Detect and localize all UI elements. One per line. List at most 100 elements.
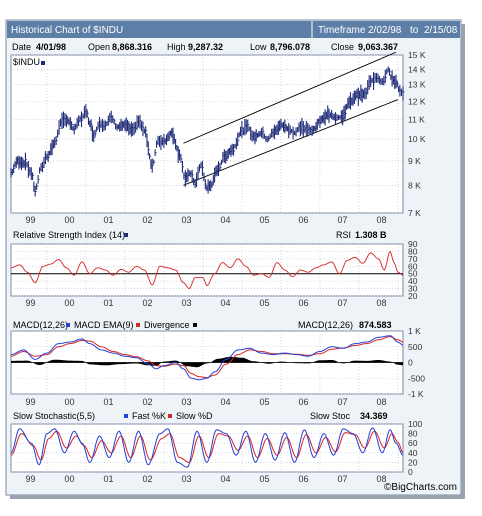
x-tick-label: 08 bbox=[377, 474, 387, 484]
y-tick-label: 100 bbox=[408, 419, 422, 429]
rsi-readout-label: RSI bbox=[336, 230, 351, 240]
x-tick-label: 99 bbox=[25, 298, 35, 308]
x-tick-label: 08 bbox=[377, 397, 387, 407]
stoch-legend-swatch-fast bbox=[124, 414, 128, 418]
quote-date-value: 4/01/98 bbox=[36, 42, 66, 52]
quote-open-label: Open bbox=[88, 42, 110, 52]
macd-title-macd: MACD(12,26) bbox=[13, 320, 68, 330]
footer-credit: ©BigCharts.com bbox=[384, 482, 457, 493]
macd-ema-line bbox=[10, 336, 404, 379]
y-tick-label: -500 bbox=[408, 373, 425, 383]
symbol-swatch bbox=[41, 61, 45, 65]
x-tick-label: 02 bbox=[143, 298, 153, 308]
y-tick-label: 80 bbox=[408, 429, 418, 439]
y-tick-label: 11 K bbox=[408, 114, 425, 124]
x-tick-label: 01 bbox=[104, 474, 114, 484]
frame-shadow-bottom bbox=[10, 495, 465, 499]
x-tick-label: 03 bbox=[182, 397, 192, 407]
timeframe-from: 2/02/98 bbox=[368, 25, 402, 36]
y-tick-label: 9 K bbox=[408, 156, 421, 166]
rsi-series-line bbox=[10, 250, 404, 290]
trend-channel-upper bbox=[183, 51, 397, 144]
stoch-slow-line bbox=[10, 430, 404, 463]
quote-close-value: 9,063.367 bbox=[358, 42, 398, 52]
x-tick-label: 00 bbox=[64, 397, 74, 407]
x-tick-label: 03 bbox=[182, 298, 192, 308]
x-tick-label: 05 bbox=[260, 397, 270, 407]
macd-title-swatch-ema bbox=[136, 323, 140, 327]
y-tick-label: 20 bbox=[408, 291, 418, 301]
x-tick-label: 07 bbox=[338, 298, 348, 308]
y-tick-label: 60 bbox=[408, 261, 418, 271]
y-tick-label: 1 K bbox=[408, 326, 421, 336]
x-tick-label: 04 bbox=[221, 474, 231, 484]
quote-date-label: Date bbox=[12, 42, 31, 52]
y-tick-label: 15 K bbox=[408, 50, 426, 60]
header-bar bbox=[7, 21, 460, 38]
x-tick-label: 99 bbox=[25, 397, 35, 407]
y-tick-label: 8 K bbox=[408, 180, 421, 190]
panel-1-plot-area bbox=[10, 243, 404, 297]
quote-close-label: Close bbox=[331, 42, 354, 52]
symbol-label: $INDU bbox=[13, 57, 40, 67]
macd-title-swatch-macd bbox=[66, 323, 70, 327]
x-tick-label: 00 bbox=[64, 298, 74, 308]
timeframe-to-word: to bbox=[410, 25, 419, 36]
x-tick-label: 06 bbox=[299, 215, 309, 225]
panel-3-plot-area bbox=[10, 423, 404, 473]
x-tick-label: 99 bbox=[25, 215, 35, 225]
x-tick-label: 04 bbox=[221, 298, 231, 308]
quote-open-value: 8,868.316 bbox=[112, 42, 152, 52]
y-tick-label: 500 bbox=[408, 342, 422, 352]
x-tick-label: 06 bbox=[299, 397, 309, 407]
rsi-panel-title: Relative Strength Index (14) bbox=[13, 230, 125, 240]
timeframe-label: Timeframe bbox=[318, 25, 366, 36]
x-tick-label: 07 bbox=[338, 474, 348, 484]
x-tick-label: 08 bbox=[377, 215, 387, 225]
stoch-legend-slow: Slow %D bbox=[176, 411, 213, 421]
x-tick-label: 05 bbox=[260, 474, 270, 484]
y-tick-label: 10 K bbox=[408, 134, 426, 144]
stoch-readout-value: 34.369 bbox=[360, 411, 388, 421]
y-tick-label: -1 K bbox=[408, 389, 424, 399]
x-tick-label: 08 bbox=[377, 298, 387, 308]
trend-channel-lower bbox=[183, 99, 399, 186]
panels-layer: 99 00 01 02 03 04 05 06 07 087 K8 K9 K10 K11 K12 … bbox=[10, 50, 426, 484]
x-tick-label: 99 bbox=[25, 474, 35, 484]
macd-title-ema: MACD EMA(9) bbox=[74, 320, 134, 330]
y-tick-label: 40 bbox=[408, 448, 418, 458]
x-tick-label: 01 bbox=[104, 215, 114, 225]
stoch-fast-line bbox=[10, 427, 404, 468]
stoch-legend-fast: Fast %K bbox=[132, 411, 166, 421]
stoch-readout-label: Slow Stoc bbox=[310, 411, 351, 421]
stoch-panel-title: Slow Stochastic(5,5) bbox=[13, 411, 95, 421]
x-tick-label: 03 bbox=[182, 474, 192, 484]
x-tick-label: 05 bbox=[260, 298, 270, 308]
x-tick-label: 01 bbox=[104, 397, 114, 407]
y-tick-label: 13 K bbox=[408, 80, 426, 90]
y-tick-label: 80 bbox=[408, 246, 418, 256]
y-tick-label: 90 bbox=[408, 239, 418, 249]
quote-low-value: 8,796.078 bbox=[270, 42, 310, 52]
quote-high-value: 9,287.32 bbox=[188, 42, 223, 52]
rsi-readout-value: 1.308 B bbox=[355, 230, 387, 240]
macd-title-swatch-divergence bbox=[193, 323, 197, 327]
x-tick-label: 04 bbox=[221, 397, 231, 407]
y-tick-label: 50 bbox=[408, 269, 418, 279]
y-tick-label: 20 bbox=[408, 457, 418, 467]
chart-title: Historical Chart of $INDU bbox=[11, 25, 123, 36]
y-tick-label: 70 bbox=[408, 254, 418, 264]
macd-divergence-area bbox=[11, 356, 403, 368]
quote-high-label: High bbox=[167, 42, 186, 52]
x-tick-label: 00 bbox=[64, 215, 74, 225]
y-tick-label: 7 K bbox=[408, 208, 421, 218]
quote-low-label: Low bbox=[250, 42, 267, 52]
macd-title-divergence: Divergence bbox=[144, 320, 190, 330]
macd-readout-value: 874.583 bbox=[359, 320, 392, 330]
x-tick-label: 05 bbox=[260, 215, 270, 225]
x-tick-label: 02 bbox=[143, 474, 153, 484]
x-tick-label: 01 bbox=[104, 298, 114, 308]
x-tick-label: 00 bbox=[64, 474, 74, 484]
x-tick-label: 03 bbox=[182, 215, 192, 225]
